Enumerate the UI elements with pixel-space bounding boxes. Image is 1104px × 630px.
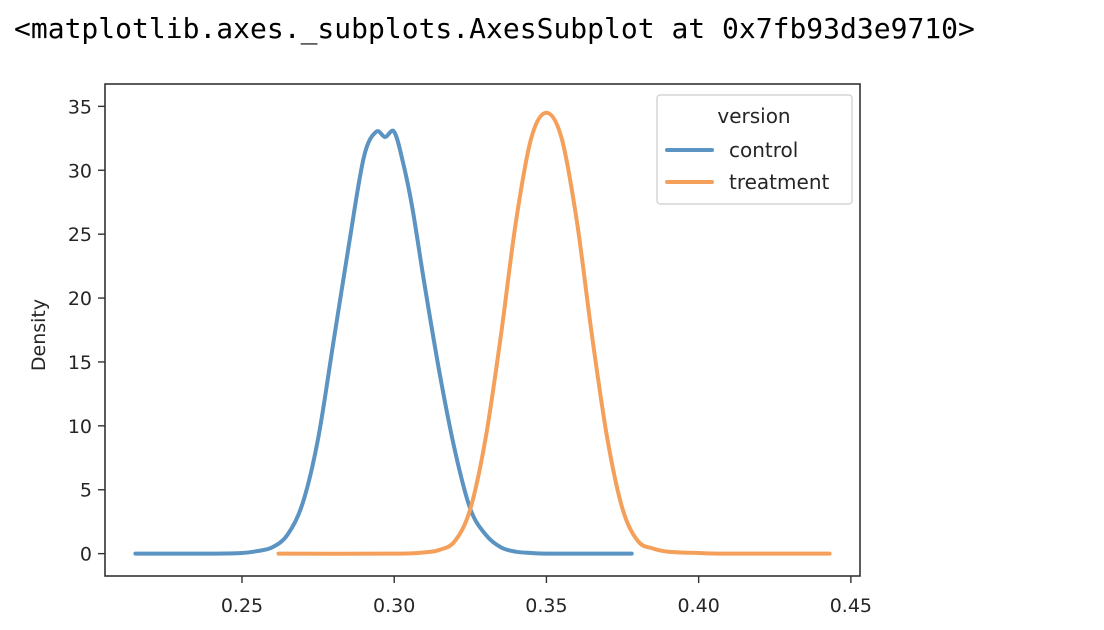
axes-frame bbox=[104, 83, 861, 577]
x-tick-label: 0.30 bbox=[373, 595, 415, 617]
x-tick-label: 0.40 bbox=[677, 595, 719, 617]
y-tick-label: 5 bbox=[80, 480, 92, 502]
y-axis-label: Density bbox=[28, 299, 50, 371]
legend-entries: control treatment bbox=[665, 138, 829, 194]
y-tick-label: 10 bbox=[68, 416, 92, 438]
y-tick-label: 30 bbox=[68, 160, 92, 182]
series-line-treatment bbox=[276, 110, 832, 556]
y-axis: 0 5 10 15 20 25 30 35 bbox=[68, 96, 105, 566]
x-tick-label: 0.25 bbox=[221, 595, 263, 617]
y-tick-label: 25 bbox=[68, 224, 92, 246]
legend: version control treatment bbox=[656, 94, 853, 205]
series-line-control bbox=[133, 128, 634, 556]
y-tick-label: 20 bbox=[68, 288, 92, 310]
plot-area bbox=[104, 83, 861, 577]
output-repr-text: <matplotlib.axes._subplots.AxesSubplot a… bbox=[14, 12, 975, 45]
x-tick-label: 0.35 bbox=[525, 595, 567, 617]
legend-label-treatment: treatment bbox=[729, 170, 829, 194]
y-tick-label: 15 bbox=[68, 352, 92, 374]
series-lines bbox=[133, 110, 832, 556]
y-tick-label: 35 bbox=[68, 96, 92, 118]
x-tick-label: 0.45 bbox=[830, 595, 872, 617]
legend-box bbox=[656, 94, 853, 205]
y-tick-label: 0 bbox=[80, 544, 92, 566]
x-axis: 0.25 0.30 0.35 0.40 0.45 bbox=[221, 576, 872, 617]
legend-title: version bbox=[717, 104, 790, 128]
legend-label-control: control bbox=[729, 138, 798, 162]
